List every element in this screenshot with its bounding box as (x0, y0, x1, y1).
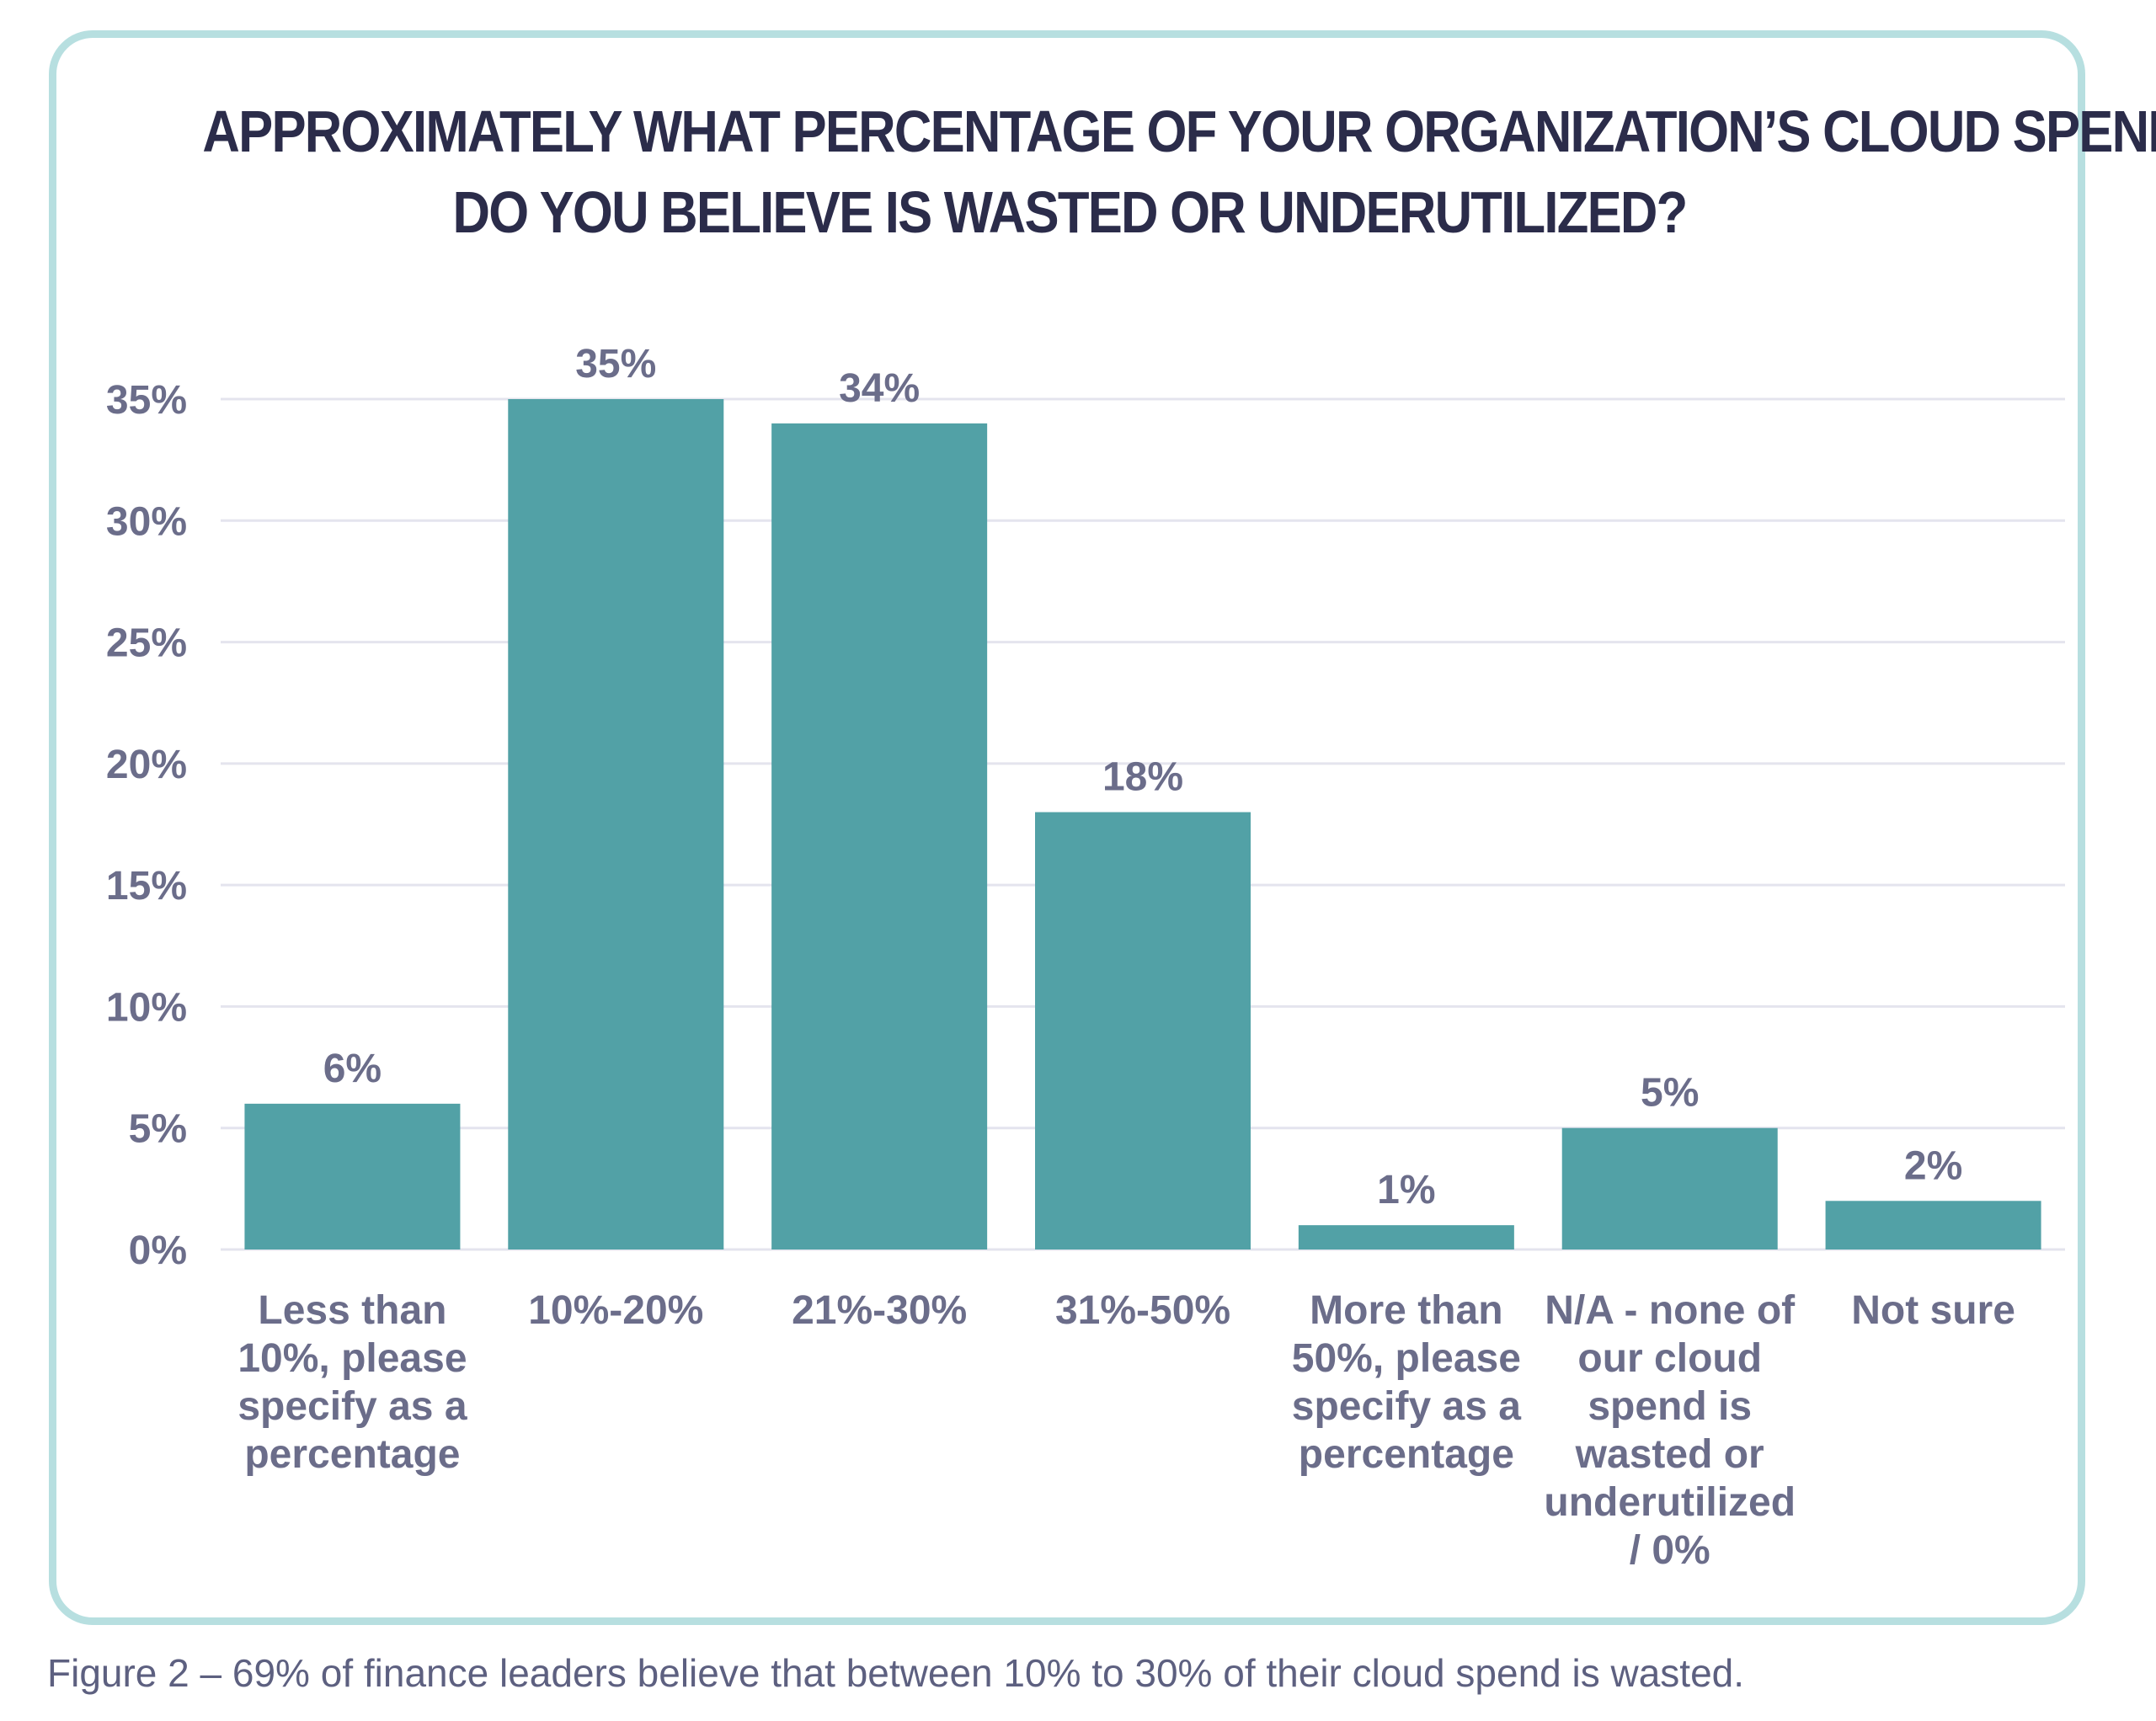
y-tick-label-35: 35% (106, 378, 187, 423)
chart-title-line-2: DO YOU BELIEVE IS WASTED OR UNDERUTILIZE… (452, 179, 1688, 245)
bar-1 (508, 399, 724, 1249)
bar-6 (1825, 1201, 2041, 1249)
y-tick-label-20: 20% (106, 743, 187, 787)
bars (244, 399, 2041, 1249)
bar-2 (771, 423, 988, 1249)
value-label-0: 6% (323, 1047, 382, 1091)
value-labels: 6% 35% 34% 18% 1% 5% 2% (323, 342, 1963, 1212)
category-label-1: 10%-20% (528, 1288, 703, 1333)
y-tick-label-10: 10% (106, 985, 187, 1030)
bar-5 (1561, 1127, 1778, 1249)
value-label-5: 5% (1641, 1071, 1699, 1116)
chart-title: APPROXIMATELY WHAT PERCENTAGE OF YOUR OR… (202, 91, 2156, 253)
category-label-2: 21%-30% (792, 1288, 967, 1333)
category-label-3: 31%-50% (1055, 1288, 1230, 1333)
y-tick-label-5: 5% (129, 1107, 187, 1152)
bar-3 (1035, 812, 1251, 1249)
bar-4 (1298, 1225, 1514, 1249)
y-tick-label-30: 30% (106, 499, 187, 544)
value-label-3: 18% (1102, 755, 1183, 800)
category-labels: Less than 10%, please specify as a percenta… (237, 1288, 2015, 1573)
bar-0 (244, 1103, 461, 1249)
category-label-6: Not sure (1851, 1288, 2015, 1333)
y-axis-tick-labels: 0% 5% 10% 15% 20% 25% 30% 35% (106, 378, 187, 1273)
category-label-4: More than 50%, please specify as a percenta… (1292, 1288, 1521, 1477)
category-label-5: N/A - none of our cloud spend is wasted or u… (1544, 1288, 1796, 1573)
category-label-0: Less than 10%, please specify as a percenta… (237, 1288, 467, 1477)
value-label-4: 1% (1377, 1168, 1435, 1212)
chart-frame (49, 30, 2085, 1625)
value-label-6: 2% (1904, 1143, 1962, 1188)
y-tick-label-15: 15% (106, 864, 187, 908)
value-label-2: 34% (839, 366, 920, 411)
value-label-1: 35% (575, 342, 656, 386)
chart-title-line-1: APPROXIMATELY WHAT PERCENTAGE OF YOUR OR… (202, 99, 2156, 164)
figure-caption: Figure 2 – 69% of finance leaders believ… (47, 1651, 1745, 1695)
y-tick-label-0: 0% (129, 1228, 187, 1273)
y-tick-label-25: 25% (106, 621, 187, 666)
